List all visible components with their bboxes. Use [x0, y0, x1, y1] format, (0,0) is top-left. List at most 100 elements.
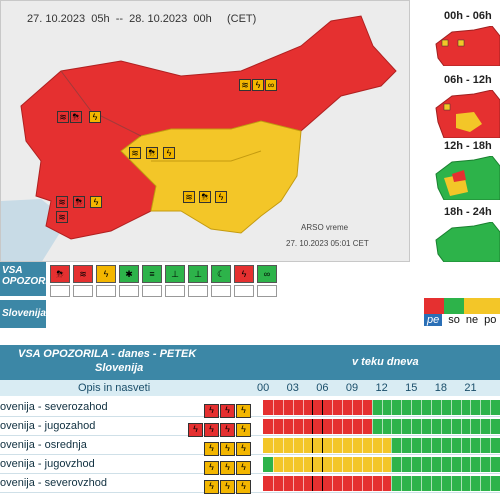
hour-gridline	[460, 476, 462, 491]
hour-label: 03	[286, 382, 299, 394]
mini-map-label-0: 00h - 06h	[444, 10, 492, 22]
wind-icon[interactable]: ≋	[73, 265, 93, 283]
table-row[interactable]: ovenija - severovzhod ϟ ϟ ϟ	[0, 474, 500, 494]
warning-icon: ϟ	[236, 442, 251, 456]
scale-label-so[interactable]: so	[448, 314, 460, 326]
hour-gridline	[302, 400, 304, 415]
lightning-icon: ϟ	[163, 147, 175, 159]
hour-gridline	[371, 476, 373, 491]
snow-icon[interactable]: ✱	[119, 265, 139, 283]
wind-icon: ≋	[57, 111, 69, 123]
hour-gridline	[450, 457, 452, 472]
region-label[interactable]: ovenija - severovzhod	[0, 477, 108, 489]
lightning-icon: ϟ	[90, 196, 102, 208]
hour-gridline	[490, 476, 492, 491]
warning-icon: ϟ	[236, 423, 251, 437]
mini-maps-column: 00h - 06h 06h - 12h 12h - 18h 18h - 24h	[414, 0, 500, 262]
hour-gridline	[460, 438, 462, 453]
hour-gridline	[480, 419, 482, 434]
timeline-segment	[263, 400, 372, 415]
scale-label-ne[interactable]: ne	[465, 314, 479, 326]
hour-gridline	[381, 438, 383, 453]
legend-box	[73, 285, 93, 297]
hour-label: 15	[405, 382, 418, 394]
region-label[interactable]: ovenija - jugozahod	[0, 420, 96, 432]
mini-map-0[interactable]	[434, 26, 500, 66]
description-column-header[interactable]: Opis in nasveti	[78, 382, 151, 394]
timeline-segment	[263, 476, 392, 491]
thunderstorm-icon: ⛈	[70, 111, 82, 123]
table-row[interactable]: ovenija - osrednja ϟ ϟ ϟ	[0, 436, 500, 456]
legend-box	[211, 285, 231, 297]
hour-gridline	[381, 457, 383, 472]
hour-gridline	[272, 476, 274, 491]
warning-icon: ϟ	[220, 404, 235, 418]
hour-gridline	[401, 438, 403, 453]
region-label[interactable]: ovenija - osrednja	[0, 439, 87, 451]
region-label[interactable]: ovenija - severozahod	[0, 401, 108, 413]
mini-map-1[interactable]	[434, 90, 500, 138]
table-title: VSA OPOZORILA - danes - PETEK	[18, 348, 197, 360]
map-date-range: 27. 10.2023 05h -- 28. 10.2023 00h (CET)	[27, 13, 257, 25]
hour-gridline	[302, 419, 304, 434]
current-time-marker	[312, 438, 314, 453]
hour-gridline	[470, 419, 472, 434]
timeline-segment	[391, 476, 500, 491]
low-temp-icon[interactable]: ⊥	[188, 265, 208, 283]
current-time-marker	[312, 476, 314, 491]
table-row[interactable]: ovenija - jugozahod ϟ ϟ ϟ ϟ	[0, 417, 500, 437]
legend-box	[50, 285, 70, 297]
hour-gridline	[391, 438, 393, 453]
hour-gridline	[430, 419, 432, 434]
high-temp-icon[interactable]: ⊥	[165, 265, 185, 283]
hour-gridline	[351, 457, 353, 472]
hour-gridline	[430, 476, 432, 491]
thunderstorm-icon[interactable]: ⛈	[50, 265, 70, 283]
lightning-icon[interactable]: ϟ	[96, 265, 116, 283]
hour-gridline	[411, 476, 413, 491]
hour-gridline	[421, 400, 422, 415]
hour-gridline	[282, 476, 284, 491]
current-time-marker	[322, 400, 324, 415]
scale-labels: pe so ne po	[424, 314, 500, 326]
hour-gridline	[480, 457, 482, 472]
hour-gridline	[302, 457, 304, 472]
hour-gridline	[282, 457, 284, 472]
wind-icon: ≋	[183, 191, 195, 203]
coastal-icon[interactable]: ☾	[211, 265, 231, 283]
thunderstorm-icon: ⛈	[199, 191, 211, 203]
fog-icon[interactable]: ≡	[142, 265, 162, 283]
current-time-marker	[312, 457, 314, 472]
table-row[interactable]: ovenija - severozahod ϟ ϟ ϟ	[0, 398, 500, 418]
hour-gridline	[351, 438, 353, 453]
hour-gridline	[470, 400, 472, 415]
hour-gridline	[421, 457, 422, 472]
hour-label: 06	[316, 382, 329, 394]
table-row[interactable]: ovenija - jugovzhod ϟ ϟ ϟ	[0, 455, 500, 475]
hour-gridline	[440, 419, 442, 434]
legend-box	[165, 285, 185, 297]
hour-gridline	[332, 476, 334, 491]
vsa-label-cell: VSA OPOZORILA	[0, 262, 61, 296]
rain-icon[interactable]: ∞	[257, 265, 277, 283]
hour-gridline	[391, 400, 393, 415]
warning-icon: ϟ	[236, 461, 251, 475]
scale-label-po[interactable]: po	[484, 314, 497, 326]
wind-gust-icon[interactable]: ϟ	[234, 265, 254, 283]
hour-gridline	[371, 438, 373, 453]
mini-map-3[interactable]	[434, 222, 500, 262]
mini-map-2[interactable]	[434, 156, 500, 200]
hour-gridline	[421, 419, 422, 434]
warning-icon: ϟ	[220, 480, 235, 494]
map-credit: ARSO vreme	[301, 223, 349, 232]
scale-label-pe[interactable]: pe	[424, 314, 443, 326]
mini-map-label-1: 06h - 12h	[444, 74, 492, 86]
rain-icon: ∞	[265, 79, 277, 91]
warning-map[interactable]: 27. 10.2023 05h -- 28. 10.2023 00h (CET)…	[0, 0, 410, 262]
hour-gridline	[421, 438, 422, 453]
region-label[interactable]: ovenija - jugovzhod	[0, 458, 95, 470]
hour-gridline	[302, 476, 304, 491]
table-header	[0, 345, 500, 380]
